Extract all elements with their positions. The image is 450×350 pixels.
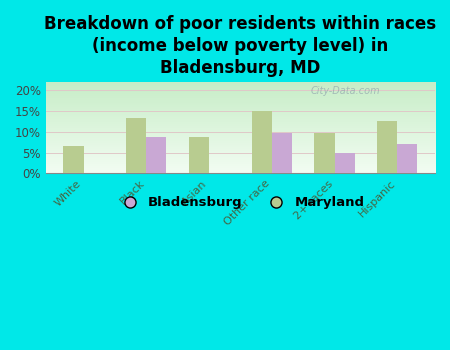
Legend: Bladensburg, Maryland: Bladensburg, Maryland xyxy=(111,191,369,215)
Bar xyxy=(189,137,209,174)
Bar xyxy=(335,153,355,174)
Bar xyxy=(252,111,272,174)
Bar xyxy=(397,144,418,174)
Title: Breakdown of poor residents within races
(income below poverty level) in
Bladens: Breakdown of poor residents within races… xyxy=(45,15,436,77)
Bar xyxy=(315,133,335,174)
Bar xyxy=(377,120,397,174)
Bar xyxy=(272,133,292,174)
Text: City-Data.com: City-Data.com xyxy=(310,86,380,96)
Bar xyxy=(63,146,84,174)
Bar xyxy=(126,118,146,174)
Bar xyxy=(146,137,166,174)
